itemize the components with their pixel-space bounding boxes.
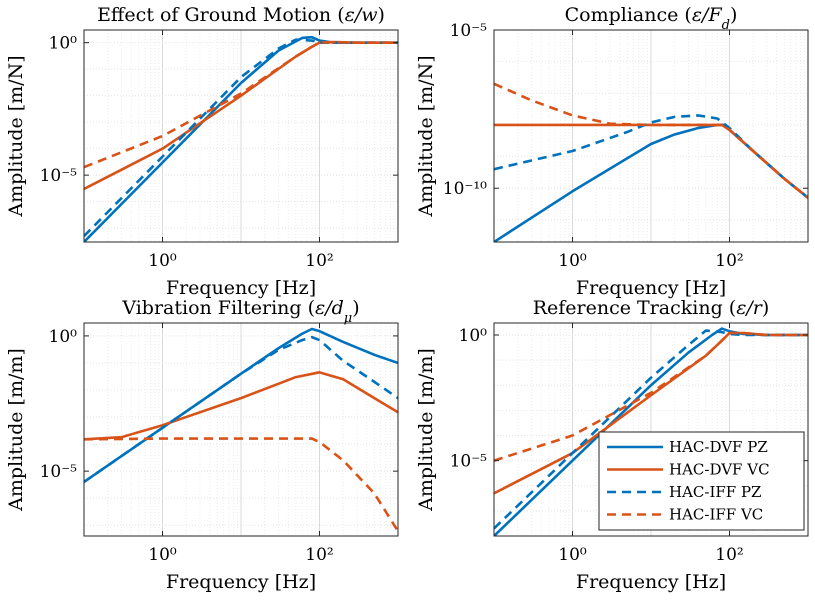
grid [83,323,399,536]
y-tick-label: 10⁰ [459,326,488,346]
x-tick-label: 10⁰ [558,545,587,565]
series-line-3 [84,38,398,238]
y-tick-label: 10⁻⁵ [450,21,488,41]
subplot-1: 10⁰ 10² 10⁰ 10⁻⁵ Effect of Ground Motion (ε/… [5,4,399,299]
series-line-2 [84,371,398,441]
y-axis-label: Amplitude [m/m] [5,348,27,512]
legend-box [598,431,805,531]
legend-label-1: HAC-DVF PZ [669,438,768,456]
series-line-4 [84,40,398,169]
x-tick-label: 10² [715,251,743,271]
legend-label-3: HAC-IFF PZ [669,483,761,501]
series-group [494,82,808,242]
chart-title: Reference Tracking (ε/r) [533,297,770,319]
y-tick-label: 10⁻⁵ [40,462,78,482]
x-tick-label: 10⁰ [148,251,177,271]
y-tick-label: 10⁻¹⁰ [443,179,487,199]
series-line-4 [84,437,398,532]
axes-frame [83,29,399,243]
chart-title: Vibration Filtering (ε/dμ) [121,297,359,326]
legend-label-2: HAC-DVF VC [669,461,770,479]
series-group [84,35,398,242]
y-tick-label: 10⁰ [49,327,78,347]
y-axis-label: Amplitude [m/N] [5,55,27,217]
series-line-4 [494,331,808,462]
x-axis-label: Frequency [Hz] [576,571,726,593]
y-tick-label: 10⁻⁵ [450,452,488,472]
x-tick-label: 10² [305,545,333,565]
grid [493,29,809,242]
y-tick-label: 10⁰ [49,34,78,54]
series-group [84,327,398,532]
x-tick-label: 10⁰ [148,545,177,565]
y-axis-label: Amplitude [m/m] [415,348,437,512]
series-line-3 [84,335,398,483]
series-line-4 [494,82,808,199]
x-tick-label: 10⁰ [558,251,587,271]
subplot-3: 10⁰ 10² 10⁰ 10⁻⁵ Vibration Filtering (ε/dμ) F… [5,297,399,593]
x-tick-label: 10² [305,251,333,271]
axes-frame [493,29,809,243]
chart-title: Effect of Ground Motion (ε/w) [97,4,385,26]
grid [83,30,399,242]
y-tick-label: 10⁻⁵ [40,166,78,186]
x-tick-label: 10² [715,545,743,565]
axes-frame [493,322,809,537]
legend-label-4: HAC-IFF VC [669,506,763,524]
legend: HAC-DVF PZ HAC-DVF VC HAC-IFF PZ HAC-IFF VC [598,431,805,531]
subplot-2: 10⁰ 10² 10⁻⁵ 10⁻¹⁰ Compliance (ε/Fd) Frequenc… [415,4,809,299]
chart-title: Compliance (ε/Fd) [565,4,738,33]
x-axis-label: Frequency [Hz] [166,571,316,593]
y-axis-label: Amplitude [m/N] [415,55,437,217]
x-axis-label: Frequency [Hz] [576,277,726,299]
x-axis-label: Frequency [Hz] [166,277,316,299]
axes-frame [83,322,399,537]
